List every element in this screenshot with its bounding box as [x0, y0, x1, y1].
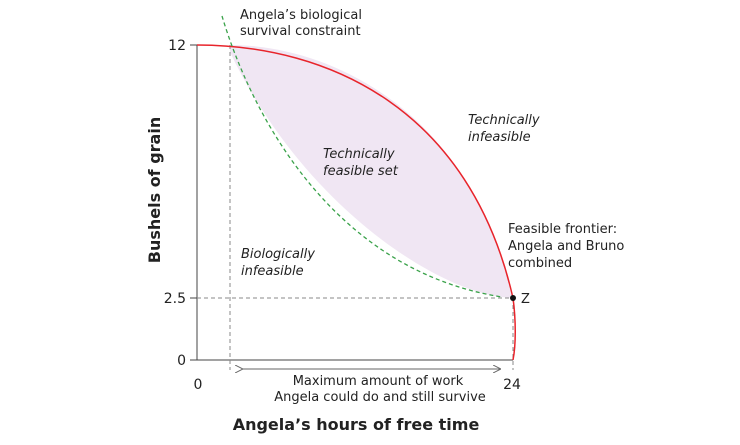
max-work-label-2: Angela could do and still survive [274, 390, 486, 405]
tech-feasible-label-1: Technically [323, 147, 395, 162]
tech-infeasible-label-2: infeasible [468, 130, 531, 145]
x-axis-title: Angela’s hours of free time [233, 415, 480, 434]
survival-constraint-label-1: Angela’s biological [240, 8, 362, 23]
survival-constraint-label-2: survival constraint [240, 24, 361, 39]
frontier-label-1: Feasible frontier: [508, 222, 617, 237]
point-z-label: Z [521, 292, 530, 307]
point-z-marker [510, 295, 516, 301]
y-tick-label-2-5: 2.5 [164, 291, 186, 307]
tech-feasible-label-2: feasible set [323, 164, 399, 179]
tech-infeasible-label-1: Technically [468, 113, 540, 128]
bio-infeasible-label-2: infeasible [241, 264, 304, 279]
max-work-label-1: Maximum amount of work [293, 374, 464, 389]
y-tick-label-0: 0 [177, 353, 186, 369]
feasible-set-area [230, 45, 513, 298]
survival-constraint-curve [221, 15, 503, 298]
x-tick-label-0: 0 [194, 377, 203, 393]
frontier-label-2: Angela and Bruno [508, 239, 624, 254]
bio-infeasible-label-1: Biologically [241, 247, 315, 262]
y-axis-title: Bushels of grain [145, 117, 164, 263]
feasible-frontier-curve [196, 44, 516, 361]
y-tick-label-12: 12 [168, 38, 186, 54]
x-tick-label-24: 24 [503, 377, 521, 393]
frontier-label-3: combined [508, 256, 572, 271]
